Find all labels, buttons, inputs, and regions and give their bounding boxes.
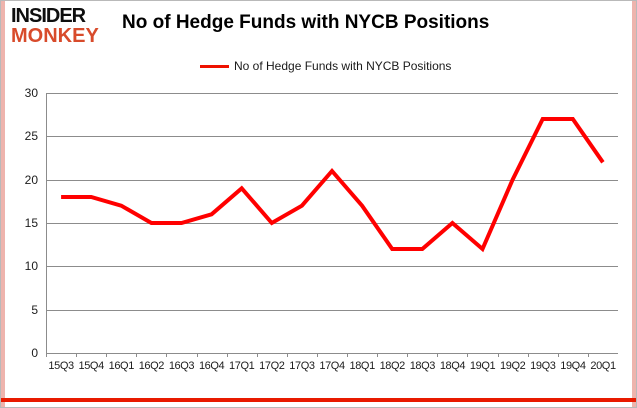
x-axis-label: 16Q1	[108, 360, 135, 372]
series-line-hedge-funds	[61, 117, 605, 253]
y-axis-label: 20	[24, 172, 38, 187]
legend: No of Hedge Funds with NYCB Positions	[200, 59, 451, 73]
x-axis-label: 19Q4	[560, 360, 586, 372]
x-axis-label: 20Q1	[590, 360, 616, 372]
legend-line-swatch	[200, 64, 229, 68]
insider-monkey-logo: INSIDER MONKEY	[11, 5, 99, 47]
y-axis-label: 0	[31, 346, 38, 360]
x-axis-label: 15Q4	[78, 360, 105, 372]
x-axis-label: 18Q1	[349, 360, 375, 372]
x-axis-label: 17Q3	[289, 360, 315, 372]
logo-text-monkey: MONKEY	[11, 25, 99, 47]
logo-text-insider: INSIDER	[11, 5, 86, 27]
bottom-red-bar	[1, 398, 636, 402]
y-axis-labels: 0 5 10 15 20 25 30	[1, 87, 41, 359]
page-title: No of Hedge Funds with NYCB Positions	[122, 12, 490, 33]
x-axis-label: 19Q2	[500, 360, 526, 372]
x-axis-label: 19Q1	[469, 360, 496, 372]
x-axis-label: 16Q3	[168, 360, 195, 372]
x-axis-label: 18Q2	[379, 360, 406, 372]
right-border-accent	[632, 1, 636, 407]
y-axis-label: 10	[24, 259, 38, 274]
x-axis-label: 19Q3	[530, 360, 556, 372]
y-axis-label: 30	[24, 86, 38, 100]
x-axis-label: 18Q3	[409, 360, 436, 372]
y-axis-label: 5	[31, 302, 38, 317]
chart-svg	[46, 93, 619, 357]
x-axis-label: 16Q2	[138, 360, 165, 372]
x-axis-label: 15Q3	[48, 360, 74, 372]
x-axis-label: 18Q4	[439, 360, 466, 372]
x-axis-label: 17Q4	[319, 360, 345, 372]
x-axis-labels: 15Q3 15Q4 16Q1 16Q2 16Q3 16Q4 17Q1 17Q2 17Q3 17Q4…	[46, 360, 618, 372]
x-axis-label: 16Q4	[198, 360, 225, 372]
x-axis-label: 17Q1	[229, 360, 255, 372]
y-axis-label: 25	[24, 129, 38, 144]
legend-label: No of Hedge Funds with NYCB Positions	[234, 59, 452, 73]
left-border-accent	[1, 1, 5, 407]
y-axis-label: 15	[24, 216, 38, 230]
chart-plot-area	[46, 93, 619, 361]
x-axis-label: 17Q2	[259, 360, 285, 372]
